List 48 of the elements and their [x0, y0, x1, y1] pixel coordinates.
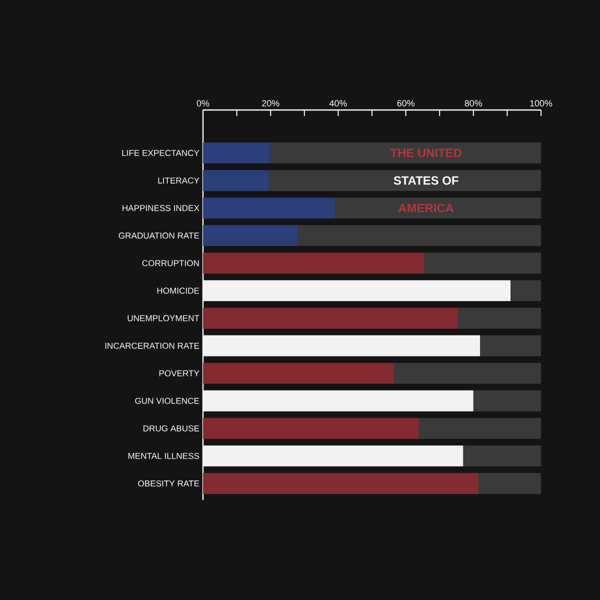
y-tick-label: LITERACY [158, 177, 200, 184]
x-tick-label: 80% [464, 100, 482, 106]
y-tick-label: UNEMPLOYMENT [128, 315, 200, 322]
bar [203, 280, 511, 302]
bar [480, 335, 542, 356]
bar [203, 170, 269, 191]
bar [203, 473, 478, 494]
bar [203, 308, 458, 329]
y-tick-label: INCARCERATION RATE [105, 342, 200, 349]
y-tick-label: POVERTY [159, 370, 200, 376]
bar [203, 142, 271, 164]
y-tick-label: LIFE EXPECTANCY [122, 150, 200, 156]
annotation: THE UNITED [390, 148, 462, 158]
bar [510, 280, 542, 302]
y-tick-label: DRUG ABUSE [144, 425, 200, 432]
y-tick-label: GRADUATION RATE [118, 232, 200, 239]
y-tick-label: CORRUPTION [142, 260, 199, 266]
y-tick-label: GUN VIOLENCE [135, 398, 200, 404]
bar [463, 445, 542, 466]
x-tick-label: 0% [196, 100, 210, 106]
bar [334, 198, 542, 219]
x-tick-label: 40% [329, 100, 347, 106]
bar [268, 170, 542, 191]
bar [203, 335, 480, 356]
bar [203, 390, 474, 412]
y-tick-label: HOMICIDE [157, 288, 200, 294]
bar [270, 142, 542, 164]
y-tick-label: MENTAL ILLNESS [128, 452, 200, 459]
bar [203, 252, 424, 274]
bar [394, 362, 542, 384]
bar [203, 418, 420, 439]
x-tick-label: 20% [262, 100, 280, 106]
bar [203, 198, 335, 219]
bar [203, 362, 394, 384]
bar [424, 252, 542, 274]
bar [473, 390, 542, 412]
bar [203, 225, 298, 246]
y-tick-label: HAPPINESS INDEX [122, 205, 200, 212]
bar [298, 225, 542, 246]
annotation: AMERICA [398, 204, 454, 212]
bar [478, 473, 542, 494]
x-tick-label: 60% [397, 100, 414, 106]
bar [203, 445, 464, 466]
y-tick-label: OBESITY RATE [138, 480, 200, 487]
bar [419, 418, 542, 439]
bar [458, 308, 542, 329]
x-tick-label: 100% [530, 100, 552, 106]
annotation: STATES OF [394, 176, 458, 185]
